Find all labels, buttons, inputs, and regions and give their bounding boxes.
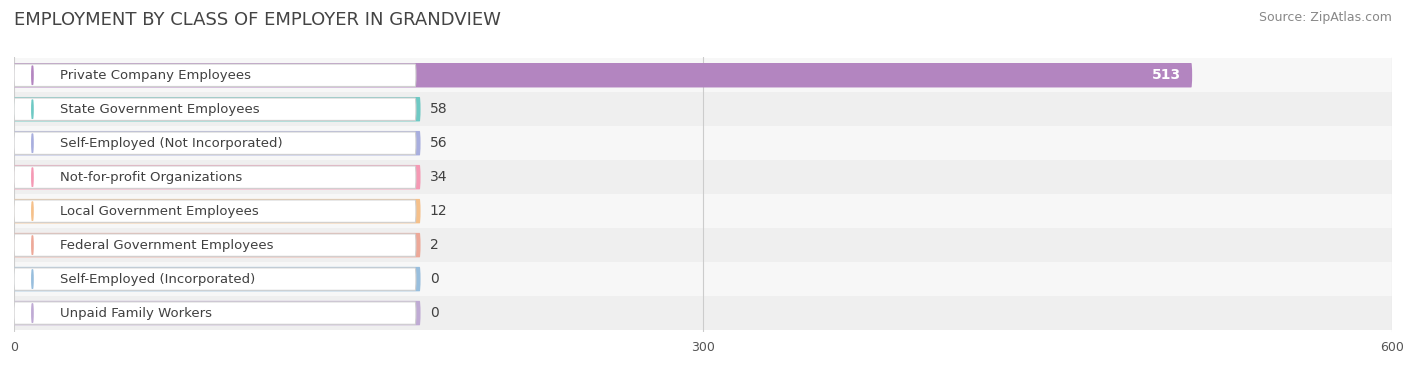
Text: Self-Employed (Not Incorporated): Self-Employed (Not Incorporated)	[60, 137, 283, 150]
Text: Federal Government Employees: Federal Government Employees	[60, 239, 274, 251]
Text: Not-for-profit Organizations: Not-for-profit Organizations	[60, 171, 242, 184]
FancyBboxPatch shape	[14, 98, 416, 120]
Text: 0: 0	[430, 272, 439, 286]
FancyBboxPatch shape	[14, 58, 1392, 92]
FancyBboxPatch shape	[14, 268, 416, 290]
Text: Private Company Employees: Private Company Employees	[60, 69, 252, 82]
FancyBboxPatch shape	[14, 166, 416, 188]
FancyBboxPatch shape	[14, 228, 1392, 262]
FancyBboxPatch shape	[14, 131, 420, 155]
FancyBboxPatch shape	[14, 262, 1392, 296]
FancyBboxPatch shape	[14, 234, 416, 256]
Text: Local Government Employees: Local Government Employees	[60, 205, 259, 218]
FancyBboxPatch shape	[14, 165, 420, 189]
FancyBboxPatch shape	[14, 126, 1392, 160]
FancyBboxPatch shape	[14, 97, 420, 121]
Text: Self-Employed (Incorporated): Self-Employed (Incorporated)	[60, 273, 256, 286]
Text: 12: 12	[430, 204, 447, 218]
Text: 58: 58	[430, 102, 447, 116]
Text: Unpaid Family Workers: Unpaid Family Workers	[60, 307, 212, 320]
FancyBboxPatch shape	[14, 199, 420, 224]
Text: 513: 513	[1152, 68, 1181, 82]
FancyBboxPatch shape	[14, 132, 416, 155]
FancyBboxPatch shape	[14, 233, 420, 257]
Text: 34: 34	[430, 170, 447, 184]
FancyBboxPatch shape	[14, 64, 416, 86]
FancyBboxPatch shape	[14, 92, 1392, 126]
Text: Source: ZipAtlas.com: Source: ZipAtlas.com	[1258, 11, 1392, 24]
FancyBboxPatch shape	[14, 160, 1392, 194]
FancyBboxPatch shape	[14, 301, 420, 325]
Text: 0: 0	[430, 306, 439, 320]
Text: EMPLOYMENT BY CLASS OF EMPLOYER IN GRANDVIEW: EMPLOYMENT BY CLASS OF EMPLOYER IN GRAND…	[14, 11, 501, 29]
Text: 2: 2	[430, 238, 439, 252]
FancyBboxPatch shape	[14, 63, 1192, 87]
FancyBboxPatch shape	[14, 267, 420, 291]
FancyBboxPatch shape	[14, 200, 416, 222]
Text: 56: 56	[430, 136, 447, 150]
FancyBboxPatch shape	[14, 194, 1392, 228]
FancyBboxPatch shape	[14, 296, 1392, 330]
Text: State Government Employees: State Government Employees	[60, 103, 260, 116]
FancyBboxPatch shape	[14, 302, 416, 324]
